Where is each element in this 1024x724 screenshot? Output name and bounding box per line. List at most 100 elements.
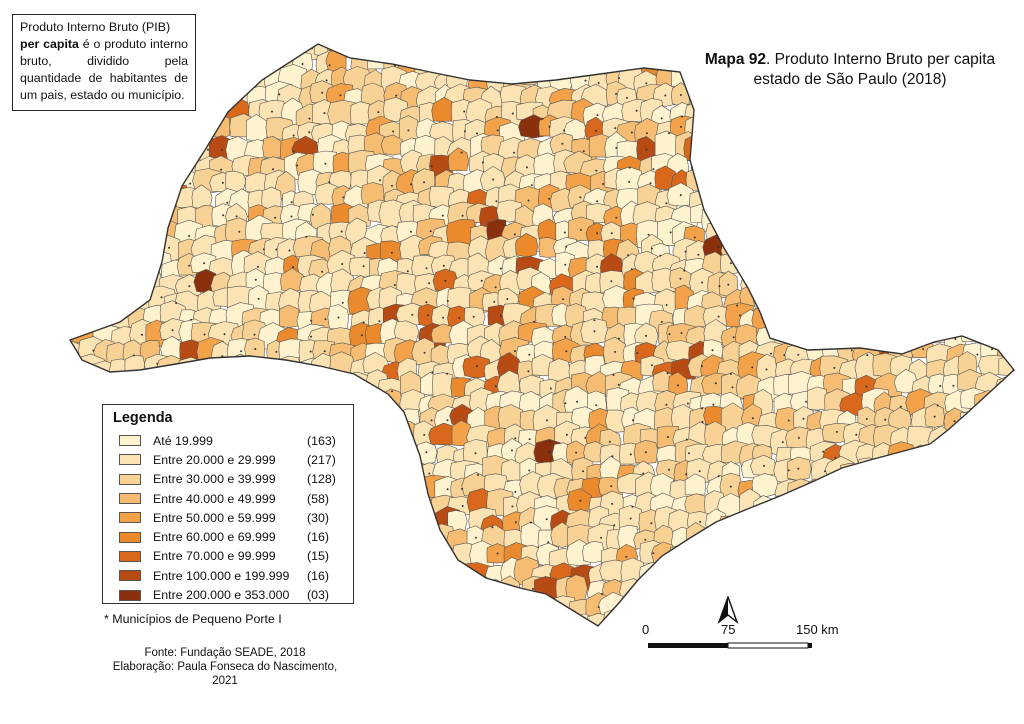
- small-municipality-dot: [881, 111, 884, 114]
- small-municipality-dot: [685, 438, 688, 441]
- municipality-area: [724, 156, 748, 179]
- municipality-area: [740, 217, 763, 242]
- municipality-area: [997, 270, 1014, 295]
- legend-row: Entre 40.000 e 49.999 (58): [113, 489, 343, 508]
- municipality-area: [539, 614, 561, 626]
- municipality-area: [227, 65, 252, 87]
- municipality-area: [923, 254, 948, 283]
- small-municipality-dot: [479, 60, 482, 63]
- small-municipality-dot: [563, 129, 566, 132]
- municipality-area: [365, 574, 391, 598]
- small-municipality-dot: [887, 165, 890, 168]
- small-municipality-dot: [582, 470, 585, 473]
- municipality-area: [792, 115, 819, 144]
- small-municipality-dot: [87, 551, 90, 554]
- municipality-area: [377, 409, 403, 435]
- small-municipality-dot: [888, 298, 891, 301]
- municipality-area: [960, 563, 988, 591]
- small-municipality-dot: [886, 281, 889, 284]
- municipality-area: [722, 117, 755, 142]
- municipality-area: [90, 151, 116, 181]
- small-municipality-dot: [796, 95, 799, 98]
- municipality-area: [827, 97, 852, 125]
- municipality-area: [379, 388, 403, 416]
- municipality-area: [807, 170, 831, 198]
- legend-row: Entre 70.000 e 99.999 (15): [113, 547, 343, 566]
- small-municipality-dot: [278, 607, 281, 610]
- municipality-area: [920, 303, 952, 331]
- municipality-area: [70, 613, 91, 626]
- municipality-area: [1011, 458, 1014, 490]
- municipality-area: [515, 233, 538, 258]
- municipality-area: [839, 137, 868, 161]
- small-municipality-dot: [70, 165, 72, 168]
- municipality-area: [451, 611, 481, 626]
- municipality-area: [195, 70, 219, 91]
- small-municipality-dot: [254, 348, 257, 350]
- municipality-area: [385, 542, 407, 567]
- municipality-area: [734, 119, 762, 150]
- municipality-area: [515, 594, 545, 624]
- municipality-area: [873, 528, 901, 558]
- small-municipality-dot: [665, 304, 668, 306]
- small-municipality-dot: [865, 418, 868, 420]
- municipality-area: [855, 189, 878, 210]
- small-municipality-dot: [645, 334, 647, 337]
- municipality-area: [944, 441, 967, 470]
- municipality-area: [703, 152, 734, 183]
- municipality-area: [110, 185, 133, 210]
- municipality-area: [913, 239, 934, 267]
- small-municipality-dot: [989, 269, 992, 272]
- small-municipality-dot: [803, 331, 806, 334]
- municipality-area: [888, 512, 913, 541]
- municipality-area: [961, 168, 989, 193]
- small-municipality-dot: [142, 177, 145, 180]
- small-municipality-dot: [786, 503, 789, 506]
- small-municipality-dot: [278, 93, 281, 96]
- small-municipality-dot: [475, 628, 477, 630]
- municipality-area: [469, 46, 492, 75]
- municipality-area: [823, 130, 848, 156]
- municipality-area: [638, 579, 660, 603]
- municipality-area: [316, 375, 345, 402]
- small-municipality-dot: [480, 279, 483, 282]
- small-municipality-dot: [796, 182, 799, 184]
- small-municipality-dot: [158, 639, 160, 641]
- municipality-area: [111, 222, 133, 247]
- municipality-area: [768, 609, 798, 626]
- small-municipality-note: * Municípios de Pequeno Porte I: [104, 612, 282, 626]
- municipality-area: [480, 46, 506, 77]
- small-municipality-dot: [565, 350, 568, 353]
- municipality-area: [684, 563, 709, 590]
- municipality-area: [382, 562, 408, 588]
- small-municipality-dot: [290, 215, 293, 218]
- small-municipality-dot: [132, 354, 135, 357]
- definition-line1: Produto Interno Bruto (PIB): [20, 20, 171, 34]
- small-municipality-dot: [903, 179, 906, 182]
- small-municipality-dot: [275, 350, 278, 353]
- small-municipality-dot: [72, 387, 75, 389]
- small-municipality-dot: [1006, 572, 1008, 575]
- municipality-area: [481, 613, 505, 626]
- municipality-area: [894, 102, 921, 126]
- small-municipality-dot: [272, 168, 274, 171]
- municipality-area: [956, 223, 982, 245]
- small-municipality-dot: [783, 354, 786, 357]
- municipality-area: [959, 150, 986, 181]
- municipality-area: [1007, 64, 1014, 91]
- municipality-area: [990, 421, 1014, 448]
- municipality-area: [791, 322, 818, 345]
- small-municipality-dot: [614, 350, 617, 353]
- small-municipality-dot: [156, 262, 159, 265]
- municipality-area: [75, 581, 103, 602]
- municipality-area: [772, 301, 803, 323]
- small-municipality-dot: [956, 625, 959, 626]
- small-municipality-dot: [340, 230, 343, 233]
- small-municipality-dot: [458, 316, 461, 319]
- small-municipality-dot: [730, 92, 733, 95]
- small-municipality-dot: [545, 518, 548, 521]
- small-municipality-dot: [666, 372, 669, 375]
- municipality-area: [107, 120, 135, 143]
- municipality-area: [806, 596, 837, 622]
- municipality-area: [786, 170, 809, 195]
